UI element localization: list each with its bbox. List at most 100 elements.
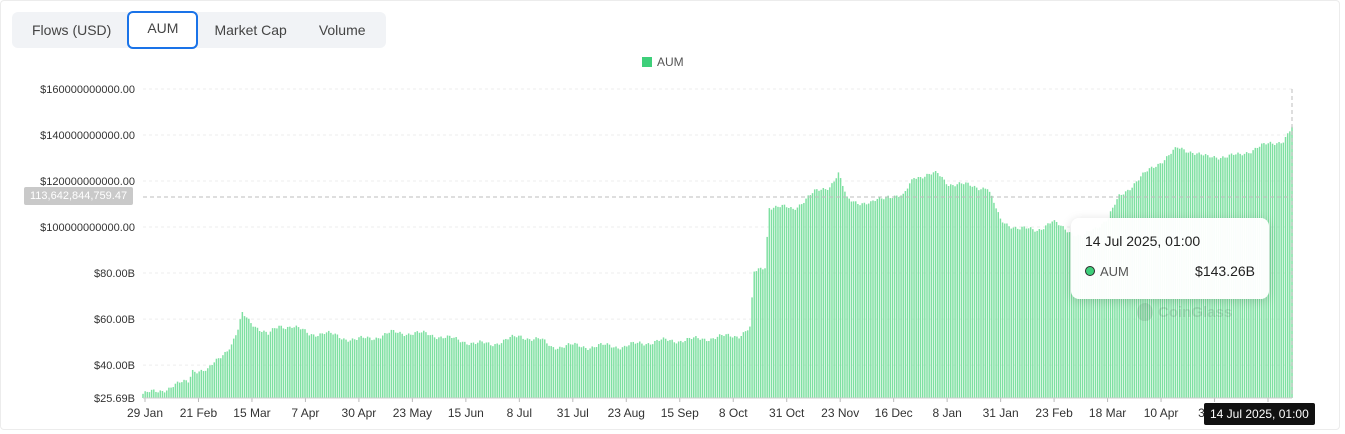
aum-bar — [431, 334, 434, 398]
aum-bar — [153, 389, 155, 398]
aum-bar — [330, 332, 332, 398]
tab-market-cap[interactable]: Market Cap — [214, 22, 287, 38]
aum-bar — [235, 335, 237, 398]
aum-bar — [159, 390, 162, 398]
aum-bar — [157, 392, 159, 398]
aum-bar — [876, 198, 879, 398]
aum-bar — [628, 345, 630, 398]
aum-bar — [347, 341, 349, 398]
aum-bar — [822, 187, 825, 398]
aum-bar — [937, 173, 939, 398]
aum-bar — [533, 339, 535, 398]
tab-aum[interactable]: AUM — [127, 10, 199, 49]
aum-bar — [1291, 126, 1293, 398]
aum-bar — [1045, 225, 1047, 398]
aum-bar — [142, 393, 144, 398]
aum-bar — [237, 329, 239, 398]
aum-bar — [906, 188, 909, 398]
aum-bar — [433, 337, 436, 398]
aum-bar — [312, 334, 315, 398]
x-tick-label: 7 Apr — [291, 406, 319, 420]
aum-bar — [369, 337, 371, 398]
aum-bar — [805, 198, 807, 398]
aum-bar — [172, 387, 174, 398]
tab-volume[interactable]: Volume — [318, 22, 366, 38]
tooltip-value: $143.26B — [1195, 263, 1255, 279]
legend-label: AUM — [657, 55, 684, 69]
aum-bar — [947, 186, 950, 398]
aum-bar — [1083, 234, 1086, 398]
aum-bar — [870, 201, 872, 398]
aum-bar — [1051, 221, 1053, 398]
aum-bar — [382, 335, 384, 398]
aum-bar — [1025, 228, 1028, 398]
chart-legend[interactable]: AUM — [642, 55, 684, 69]
x-tick-label: 31 Jan — [983, 406, 1019, 420]
aum-bar — [1284, 136, 1287, 398]
aum-bar — [319, 333, 321, 398]
aum-bar — [561, 347, 563, 398]
aum-bar — [373, 339, 375, 398]
aum-bar — [371, 340, 373, 398]
aum-bar — [1073, 235, 1075, 398]
aum-bar — [600, 343, 602, 398]
aum-bar — [306, 332, 308, 398]
aum-bar — [1001, 222, 1004, 398]
aum-bar — [893, 195, 896, 398]
aum-bar — [716, 336, 719, 398]
aum-bar — [1090, 231, 1092, 398]
aum-bar — [686, 337, 688, 398]
aum-bar — [908, 183, 911, 398]
aum-bar — [645, 344, 647, 398]
y-tick-label: $25.69B — [94, 393, 135, 405]
aum-bar — [366, 336, 369, 398]
aum-bar — [854, 201, 857, 398]
aum-bar — [479, 340, 481, 398]
aum-bar — [1012, 227, 1015, 398]
x-tick-label: 15 Jun — [448, 406, 484, 420]
aum-bar — [1109, 211, 1112, 398]
aum-bar — [917, 177, 920, 398]
aum-bar — [399, 331, 401, 398]
aum-bar — [336, 334, 339, 398]
aum-bar — [334, 333, 336, 398]
aum-bar — [520, 335, 522, 398]
aum-bar — [803, 202, 805, 398]
aum-bar — [1107, 218, 1110, 398]
tab-flows-usd[interactable]: Flows (USD) — [32, 22, 112, 38]
aum-bar — [487, 342, 490, 398]
aum-bar — [837, 172, 840, 398]
aum-bar — [712, 338, 714, 398]
x-tick-label: 29 Jan — [127, 406, 163, 420]
aum-bar — [328, 330, 330, 398]
aum-bar — [1014, 226, 1017, 398]
aum-bar — [222, 355, 224, 398]
aum-bar — [274, 328, 276, 398]
watermark: CoinGlass — [1137, 303, 1232, 321]
aum-bar — [1114, 204, 1116, 398]
aum-bar — [718, 334, 721, 398]
aum-bar — [747, 330, 749, 398]
tooltip-date: 14 Jul 2025, 01:00 — [1085, 233, 1201, 249]
aum-bar — [952, 185, 954, 398]
aum-bar — [1004, 223, 1006, 398]
aum-bar — [1036, 230, 1038, 398]
aum-bar — [958, 182, 961, 398]
aum-bar — [813, 189, 816, 398]
aum-bar — [852, 201, 855, 398]
aum-bar — [699, 339, 701, 398]
aum-bar — [820, 189, 822, 398]
aum-bar — [680, 340, 682, 398]
aum-bar — [226, 351, 228, 398]
aum-bar — [714, 339, 717, 398]
aum-bar — [630, 342, 632, 398]
aum-bar — [379, 338, 382, 398]
aum-bar — [364, 338, 367, 398]
tooltip-row: AUM $143.26B — [1085, 263, 1255, 279]
aum-bar — [585, 347, 587, 398]
aum-bar — [343, 338, 345, 398]
aum-bar — [623, 345, 626, 398]
aum-bar — [403, 336, 406, 398]
aum-bar — [1278, 142, 1280, 398]
